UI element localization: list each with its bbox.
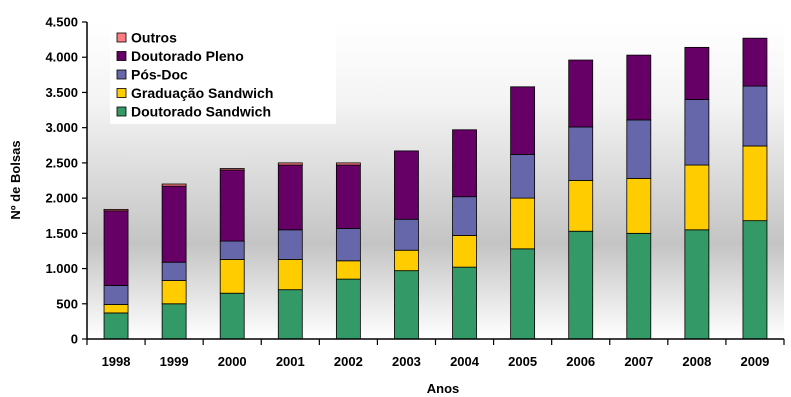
bar-segment bbox=[394, 249, 419, 272]
bar-segment bbox=[103, 312, 129, 340]
bar-segment bbox=[684, 46, 710, 100]
legend-label: Graduação Sandwich bbox=[131, 85, 273, 101]
bar-segment bbox=[626, 177, 652, 234]
legend-label: Outros bbox=[131, 30, 177, 46]
bar-segment bbox=[277, 162, 303, 166]
x-tick-label: 2000 bbox=[218, 354, 247, 369]
bar-segment bbox=[103, 210, 129, 286]
y-tick-label: 4.500 bbox=[45, 15, 78, 30]
legend-label: Pós-Doc bbox=[131, 67, 188, 83]
x-tick-label: 1999 bbox=[160, 354, 189, 369]
bar-segment bbox=[219, 168, 245, 171]
x-axis-ticks: 1998 1999 2000 2001 2002 2003 2004 2005 2006 2007… bbox=[86, 339, 785, 369]
bar-segment bbox=[161, 280, 187, 305]
x-tick-label: 2002 bbox=[334, 354, 363, 369]
legend-swatch bbox=[116, 32, 127, 43]
bar-segment bbox=[452, 266, 477, 340]
y-tick-label: 4.000 bbox=[45, 50, 78, 65]
y-tick-label: 3.000 bbox=[45, 120, 78, 135]
bars-group bbox=[103, 37, 768, 340]
legend-swatch bbox=[116, 106, 127, 117]
bar-segment bbox=[103, 285, 129, 305]
bar-segment bbox=[510, 86, 536, 155]
bar-segment bbox=[277, 289, 303, 340]
bar-segment bbox=[742, 85, 768, 147]
bar-segment bbox=[394, 150, 419, 220]
bar-segment bbox=[103, 208, 129, 212]
legend: Outros Doutorado Pleno Pós-Doc Graduação Sa… bbox=[110, 24, 336, 124]
bar-segment bbox=[277, 229, 303, 260]
bar-segment bbox=[103, 304, 129, 314]
x-tick-label: 2003 bbox=[392, 354, 421, 369]
bar-segment bbox=[335, 260, 361, 280]
y-tick-label: 0 bbox=[71, 332, 78, 347]
bar-segment bbox=[742, 145, 768, 222]
bar-segment bbox=[510, 154, 536, 199]
bar-segment bbox=[684, 99, 710, 166]
x-tick-label: 1998 bbox=[102, 354, 131, 369]
y-tick-label: 2.500 bbox=[45, 155, 78, 170]
x-tick-label: 2004 bbox=[450, 354, 480, 369]
y-axis-title: Nº de Bolsas bbox=[8, 140, 23, 219]
legend-box bbox=[110, 24, 336, 124]
x-tick-label: 2008 bbox=[682, 354, 711, 369]
y-tick-label: 1.500 bbox=[45, 226, 78, 241]
bar-segment bbox=[161, 261, 187, 281]
bar-segment bbox=[626, 232, 652, 340]
x-tick-label: 2005 bbox=[508, 354, 537, 369]
bar-segment bbox=[277, 164, 303, 231]
bar-segment bbox=[742, 37, 768, 87]
bar-segment bbox=[219, 240, 245, 260]
bar-segment bbox=[684, 229, 710, 340]
bar-segment bbox=[219, 292, 245, 340]
bar-segment bbox=[568, 59, 594, 128]
legend-swatch bbox=[116, 69, 127, 80]
bar-segment bbox=[568, 180, 594, 232]
bar-segment bbox=[277, 258, 303, 291]
bar-segment bbox=[452, 196, 477, 236]
x-axis-title: Anos bbox=[427, 381, 460, 396]
legend-swatch bbox=[116, 51, 127, 61]
bar-segment bbox=[452, 235, 477, 268]
bar-segment bbox=[568, 126, 594, 181]
y-tick-label: 3.500 bbox=[45, 85, 78, 100]
y-tick-label: 1.000 bbox=[45, 261, 78, 276]
bar-segment bbox=[161, 183, 187, 187]
y-tick-label: 500 bbox=[56, 296, 78, 311]
legend-swatch bbox=[116, 88, 127, 98]
bar-segment bbox=[510, 197, 536, 250]
x-tick-label: 2007 bbox=[624, 354, 653, 369]
x-tick-label: 2006 bbox=[566, 354, 595, 369]
bar-segment bbox=[742, 220, 768, 340]
legend-label: Doutorado Sandwich bbox=[131, 104, 271, 120]
bar-segment bbox=[335, 228, 361, 262]
bar-segment bbox=[161, 303, 187, 340]
legend-label: Doutorado Pleno bbox=[131, 48, 244, 64]
bar-segment bbox=[568, 230, 594, 340]
bar-segment bbox=[394, 270, 419, 340]
x-tick-label: 2001 bbox=[276, 354, 305, 369]
bar-segment bbox=[161, 185, 187, 263]
bar-segment bbox=[626, 54, 652, 121]
bar-segment bbox=[452, 129, 477, 198]
bar-segment bbox=[626, 119, 652, 179]
bar-segment bbox=[684, 164, 710, 231]
bar-segment bbox=[510, 248, 536, 340]
bar-segment bbox=[335, 162, 361, 166]
y-axis-ticks: 0 500 1.000 1.500 2.000 2.500 3.000 3.500 4.000 4… bbox=[45, 15, 87, 347]
bar-segment bbox=[219, 169, 245, 242]
bar-segment bbox=[335, 278, 361, 340]
bar-segment bbox=[219, 258, 245, 294]
bar-segment bbox=[335, 164, 361, 229]
y-tick-label: 2.000 bbox=[45, 191, 78, 206]
x-tick-label: 2009 bbox=[740, 354, 769, 369]
bar-segment bbox=[394, 218, 419, 251]
